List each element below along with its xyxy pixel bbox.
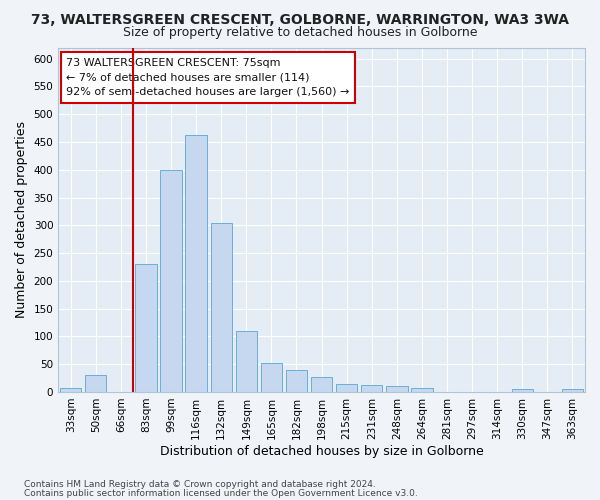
- Text: 73 WALTERSGREEN CRESCENT: 75sqm
← 7% of detached houses are smaller (114)
92% of: 73 WALTERSGREEN CRESCENT: 75sqm ← 7% of …: [66, 58, 349, 98]
- Text: Contains HM Land Registry data © Crown copyright and database right 2024.: Contains HM Land Registry data © Crown c…: [24, 480, 376, 489]
- Bar: [562, 389, 583, 392]
- Bar: [261, 362, 282, 392]
- Bar: [512, 389, 533, 392]
- X-axis label: Distribution of detached houses by size in Golborne: Distribution of detached houses by size …: [160, 444, 484, 458]
- Bar: [211, 222, 232, 392]
- Bar: [60, 388, 82, 392]
- Bar: [386, 386, 407, 392]
- Bar: [236, 331, 257, 392]
- Y-axis label: Number of detached properties: Number of detached properties: [15, 121, 28, 318]
- Text: Size of property relative to detached houses in Golborne: Size of property relative to detached ho…: [123, 26, 477, 39]
- Text: 73, WALTERSGREEN CRESCENT, GOLBORNE, WARRINGTON, WA3 3WA: 73, WALTERSGREEN CRESCENT, GOLBORNE, WAR…: [31, 12, 569, 26]
- Bar: [336, 384, 358, 392]
- Bar: [136, 264, 157, 392]
- Bar: [286, 370, 307, 392]
- Bar: [311, 377, 332, 392]
- Bar: [361, 384, 382, 392]
- Bar: [160, 170, 182, 392]
- Bar: [85, 376, 106, 392]
- Bar: [185, 134, 207, 392]
- Bar: [411, 388, 433, 392]
- Text: Contains public sector information licensed under the Open Government Licence v3: Contains public sector information licen…: [24, 488, 418, 498]
